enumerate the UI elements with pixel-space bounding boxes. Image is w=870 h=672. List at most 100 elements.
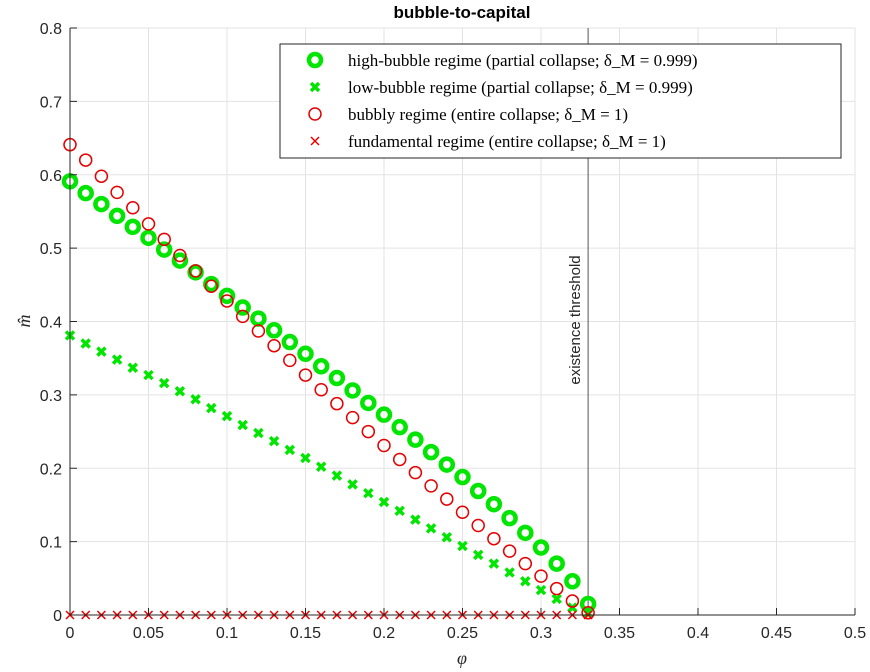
series-2-point [440,492,454,506]
series-1-point [551,593,562,605]
series-1-point [394,505,405,517]
series-2-point [110,185,124,200]
legend-marker [306,51,324,69]
existence-threshold-label: existence threshold [567,255,584,384]
series-1-point [441,531,453,543]
y-tick-label: 0.5 [40,241,62,258]
y-tick-label: 0.1 [40,535,62,552]
x-tick-label: 0.45 [761,625,792,642]
series-2-point [581,606,595,620]
y-tick-label: 0.4 [40,315,62,332]
series-2-point [283,353,297,368]
series-2-point [565,594,580,608]
series-0-point [312,358,330,375]
series-0-point [124,218,142,236]
series-2-point [534,569,548,583]
series-1-point [520,576,531,587]
y-tick-label: 0.3 [40,388,62,405]
series-2-point [518,556,533,571]
series-1-point [237,419,248,431]
series-0-point [360,394,377,412]
series-2-point [235,309,250,324]
legend-label: fundamental regime (entire collapse; δ_M… [348,132,666,151]
axes [69,27,856,616]
x-tick-label: 0 [66,625,75,642]
series-1-point [582,608,594,619]
series-0-point [375,406,393,423]
series-1-point [268,435,280,447]
x-tick-label: 0.5 [844,625,866,642]
y-tick-label: 0.8 [40,21,62,38]
series-2-point [549,581,564,596]
data-marks [61,137,597,620]
series-2-point [141,217,156,231]
series-0-point [422,443,440,461]
series-1-point [80,338,91,349]
series-2-point [94,169,109,183]
series-0-point [548,555,565,572]
series-1-point [206,402,217,414]
series-0-point [93,195,110,213]
series-0-point [218,287,236,305]
series-2-point [251,324,266,338]
legend-box [279,43,842,159]
series-2-point [173,248,187,263]
series-0-point [501,509,518,527]
series-2-point [392,452,407,467]
legend: high-bubble regime (partial collapse; δ_… [279,43,842,159]
tick-labels: 0 0.05 0.1 0.15 0.2 0.25 0.3 0.35 0.4 0.45 0.5 0 0.1… [40,21,866,642]
y-tick-label: 0.2 [40,461,62,478]
series-2-point [220,294,234,308]
series-1-point [488,558,500,569]
series-2-point [204,279,219,294]
series-1-point [315,461,327,473]
series-1-point [127,362,139,373]
series-0-point [469,482,487,500]
series-1-point [363,487,374,499]
legend-label: high-bubble regime (partial collapse; δ_… [348,51,697,70]
series-1-point [472,549,484,561]
x-axis-label: φ [457,648,467,668]
series-0-point [564,572,581,590]
x-tick-label: 0.15 [290,625,321,642]
series-1-point [378,496,390,508]
series-1-point [221,410,233,422]
series-2-point [298,368,313,382]
x-tick-label: 0.25 [447,625,478,642]
legend-marker [310,136,320,146]
x-tick-label: 0.3 [530,625,552,642]
series-2-point [424,479,438,493]
series-1-point [347,479,358,490]
series-1-point [300,452,311,464]
series-0-point [171,252,189,269]
series-0-point [391,418,408,436]
series-1-point [253,427,264,439]
series-2-point [471,518,485,533]
series-2-point [157,232,171,247]
series-0-point [532,539,550,556]
series-1-point [457,540,468,552]
series-1-point [158,377,170,389]
legend-label: low-bubble regime (partial collapse; δ_M… [348,78,693,97]
series-0-point [517,524,534,542]
series-1 [64,330,594,619]
series-2-point [487,531,501,546]
series-2-point [502,544,517,558]
series-1-point [111,354,123,365]
series-0-point [485,495,503,513]
x-tick-label: 0.1 [216,625,238,642]
series-0-point [297,345,314,363]
series-1-point [96,346,107,357]
x-tick-label: 0.05 [133,625,164,642]
series-2-point [345,410,360,425]
series-1-point [284,444,296,456]
x-tick-label: 0.4 [687,625,709,642]
series-0-point [407,431,424,448]
series-0-point [281,333,299,351]
series-1-point [425,523,437,534]
series-0-point [234,299,251,316]
series-1-point [190,394,201,405]
series-0-point [344,382,361,399]
series-0-point [140,229,157,247]
